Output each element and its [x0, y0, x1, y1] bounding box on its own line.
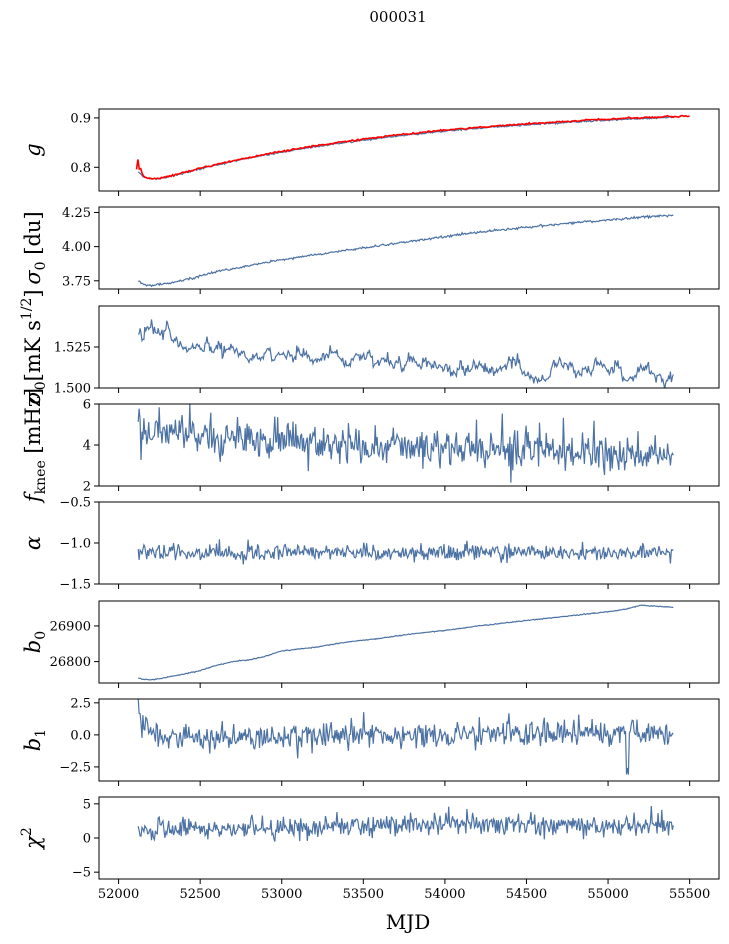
series-line-sigma0-mk: [137, 319, 674, 388]
y-axis-label-b0: b0: [21, 631, 49, 653]
y-axis-label-fknee: fknee [mHz]: [21, 388, 49, 504]
y-tick-label-alpha: −0.5: [59, 496, 91, 511]
x-tick-label: 54000: [424, 887, 465, 902]
axes-frame-g: [98, 108, 720, 192]
overlay-line-g: [135, 114, 690, 180]
series-line-sigma0-du: [137, 214, 674, 288]
series-line-fknee: [137, 404, 674, 483]
y-tick-label-chi2: 5: [83, 797, 91, 812]
series-line-b1: [137, 699, 674, 775]
y-tick-label-g: 0.8: [70, 161, 91, 176]
axes-frame-b1: [98, 698, 720, 782]
x-tick-label: 52000: [98, 887, 139, 902]
series-line-alpha: [137, 539, 674, 565]
y-tick-label-fknee: 4: [83, 439, 91, 454]
y-tick-label-sigma0-du: 4.25: [62, 206, 91, 221]
panel-sigma0-du: 3.75 4.00 4.25 σ0 [du]: [21, 206, 720, 294]
axes-frame-sigma0-du: [98, 206, 720, 290]
y-axis-label-chi2: χ2: [19, 827, 45, 851]
x-axis-label: MJD: [386, 910, 431, 934]
y-tick-label-sigma0-mk: 1.500: [54, 382, 91, 397]
panel-fknee: 2 4 6 fknee [mHz]: [21, 388, 720, 504]
panel-chi2: −5 0 5 52000 52500 53000 53500 54000 54500 55000 5…: [19, 796, 720, 902]
panel-b1: −2.5 0.0 2.5 b1: [21, 696, 720, 786]
axes-frame-alpha: [98, 501, 720, 585]
axes-frame-chi2: [98, 796, 720, 880]
y-axis-label-alpha: α: [21, 536, 45, 550]
x-tick-label: 55000: [587, 887, 628, 902]
panel-alpha: −1.5 −1.0 −0.5 α: [21, 496, 720, 593]
x-tick-label: 53000: [261, 887, 302, 902]
series-line-g: [137, 115, 677, 180]
y-tick-label-b1: −2.5: [59, 760, 91, 775]
x-tick-label: 55500: [669, 887, 710, 902]
y-tick-label-b0: 26800: [50, 655, 91, 670]
y-tick-label-chi2: 0: [83, 832, 91, 847]
panel-sigma0-mk: 1.500 1.525 σ0[mK s1/2]: [19, 289, 720, 405]
panel-g: 0.8 0.9 g: [21, 108, 720, 196]
x-tick-label: 54500: [506, 887, 547, 902]
axes-frame-b0: [98, 600, 720, 684]
y-tick-label-g: 0.9: [70, 111, 91, 126]
x-tick-label: 53500: [343, 887, 384, 902]
y-tick-label-chi2: −5: [72, 866, 91, 881]
y-tick-label-alpha: −1.5: [59, 578, 91, 593]
y-tick-label-b1: 2.5: [70, 696, 91, 711]
series-line-b0: [137, 604, 674, 681]
y-axis-label-b1: b1: [21, 729, 49, 751]
series-line-chi2: [137, 805, 674, 842]
y-tick-label-sigma0-du: 3.75: [62, 274, 91, 289]
y-tick-label-alpha: −1.0: [59, 537, 91, 552]
y-tick-label-fknee: 6: [83, 398, 91, 413]
y-tick-label-b0: 26900: [50, 619, 91, 634]
figure-title: 000031: [369, 8, 426, 26]
y-tick-label-sigma0-mk: 1.525: [54, 341, 91, 356]
y-tick-label-sigma0-du: 4.00: [62, 240, 91, 255]
y-tick-label-fknee: 2: [83, 480, 91, 495]
y-axis-label-g: g: [21, 143, 45, 156]
y-axis-label-sigma0-du: σ0 [du]: [21, 211, 49, 284]
x-tick-label: 52500: [179, 887, 220, 902]
y-tick-label-b1: 0.0: [70, 728, 91, 743]
y-axis-label-sigma0-mk: σ0[mK s1/2]: [19, 289, 49, 404]
